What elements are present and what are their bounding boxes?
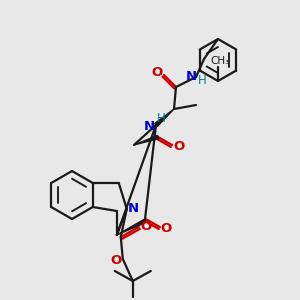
Text: N: N <box>128 202 139 215</box>
Polygon shape <box>155 109 174 127</box>
Text: H: H <box>198 74 206 88</box>
Polygon shape <box>134 135 159 145</box>
Text: O: O <box>152 67 163 80</box>
Text: N: N <box>185 70 197 83</box>
Text: O: O <box>140 220 152 233</box>
Text: H: H <box>157 112 165 125</box>
Text: O: O <box>110 254 122 268</box>
Text: N: N <box>143 119 155 133</box>
Text: CH₃: CH₃ <box>210 56 230 66</box>
Polygon shape <box>117 219 146 235</box>
Text: O: O <box>160 223 171 236</box>
Text: O: O <box>173 140 184 154</box>
